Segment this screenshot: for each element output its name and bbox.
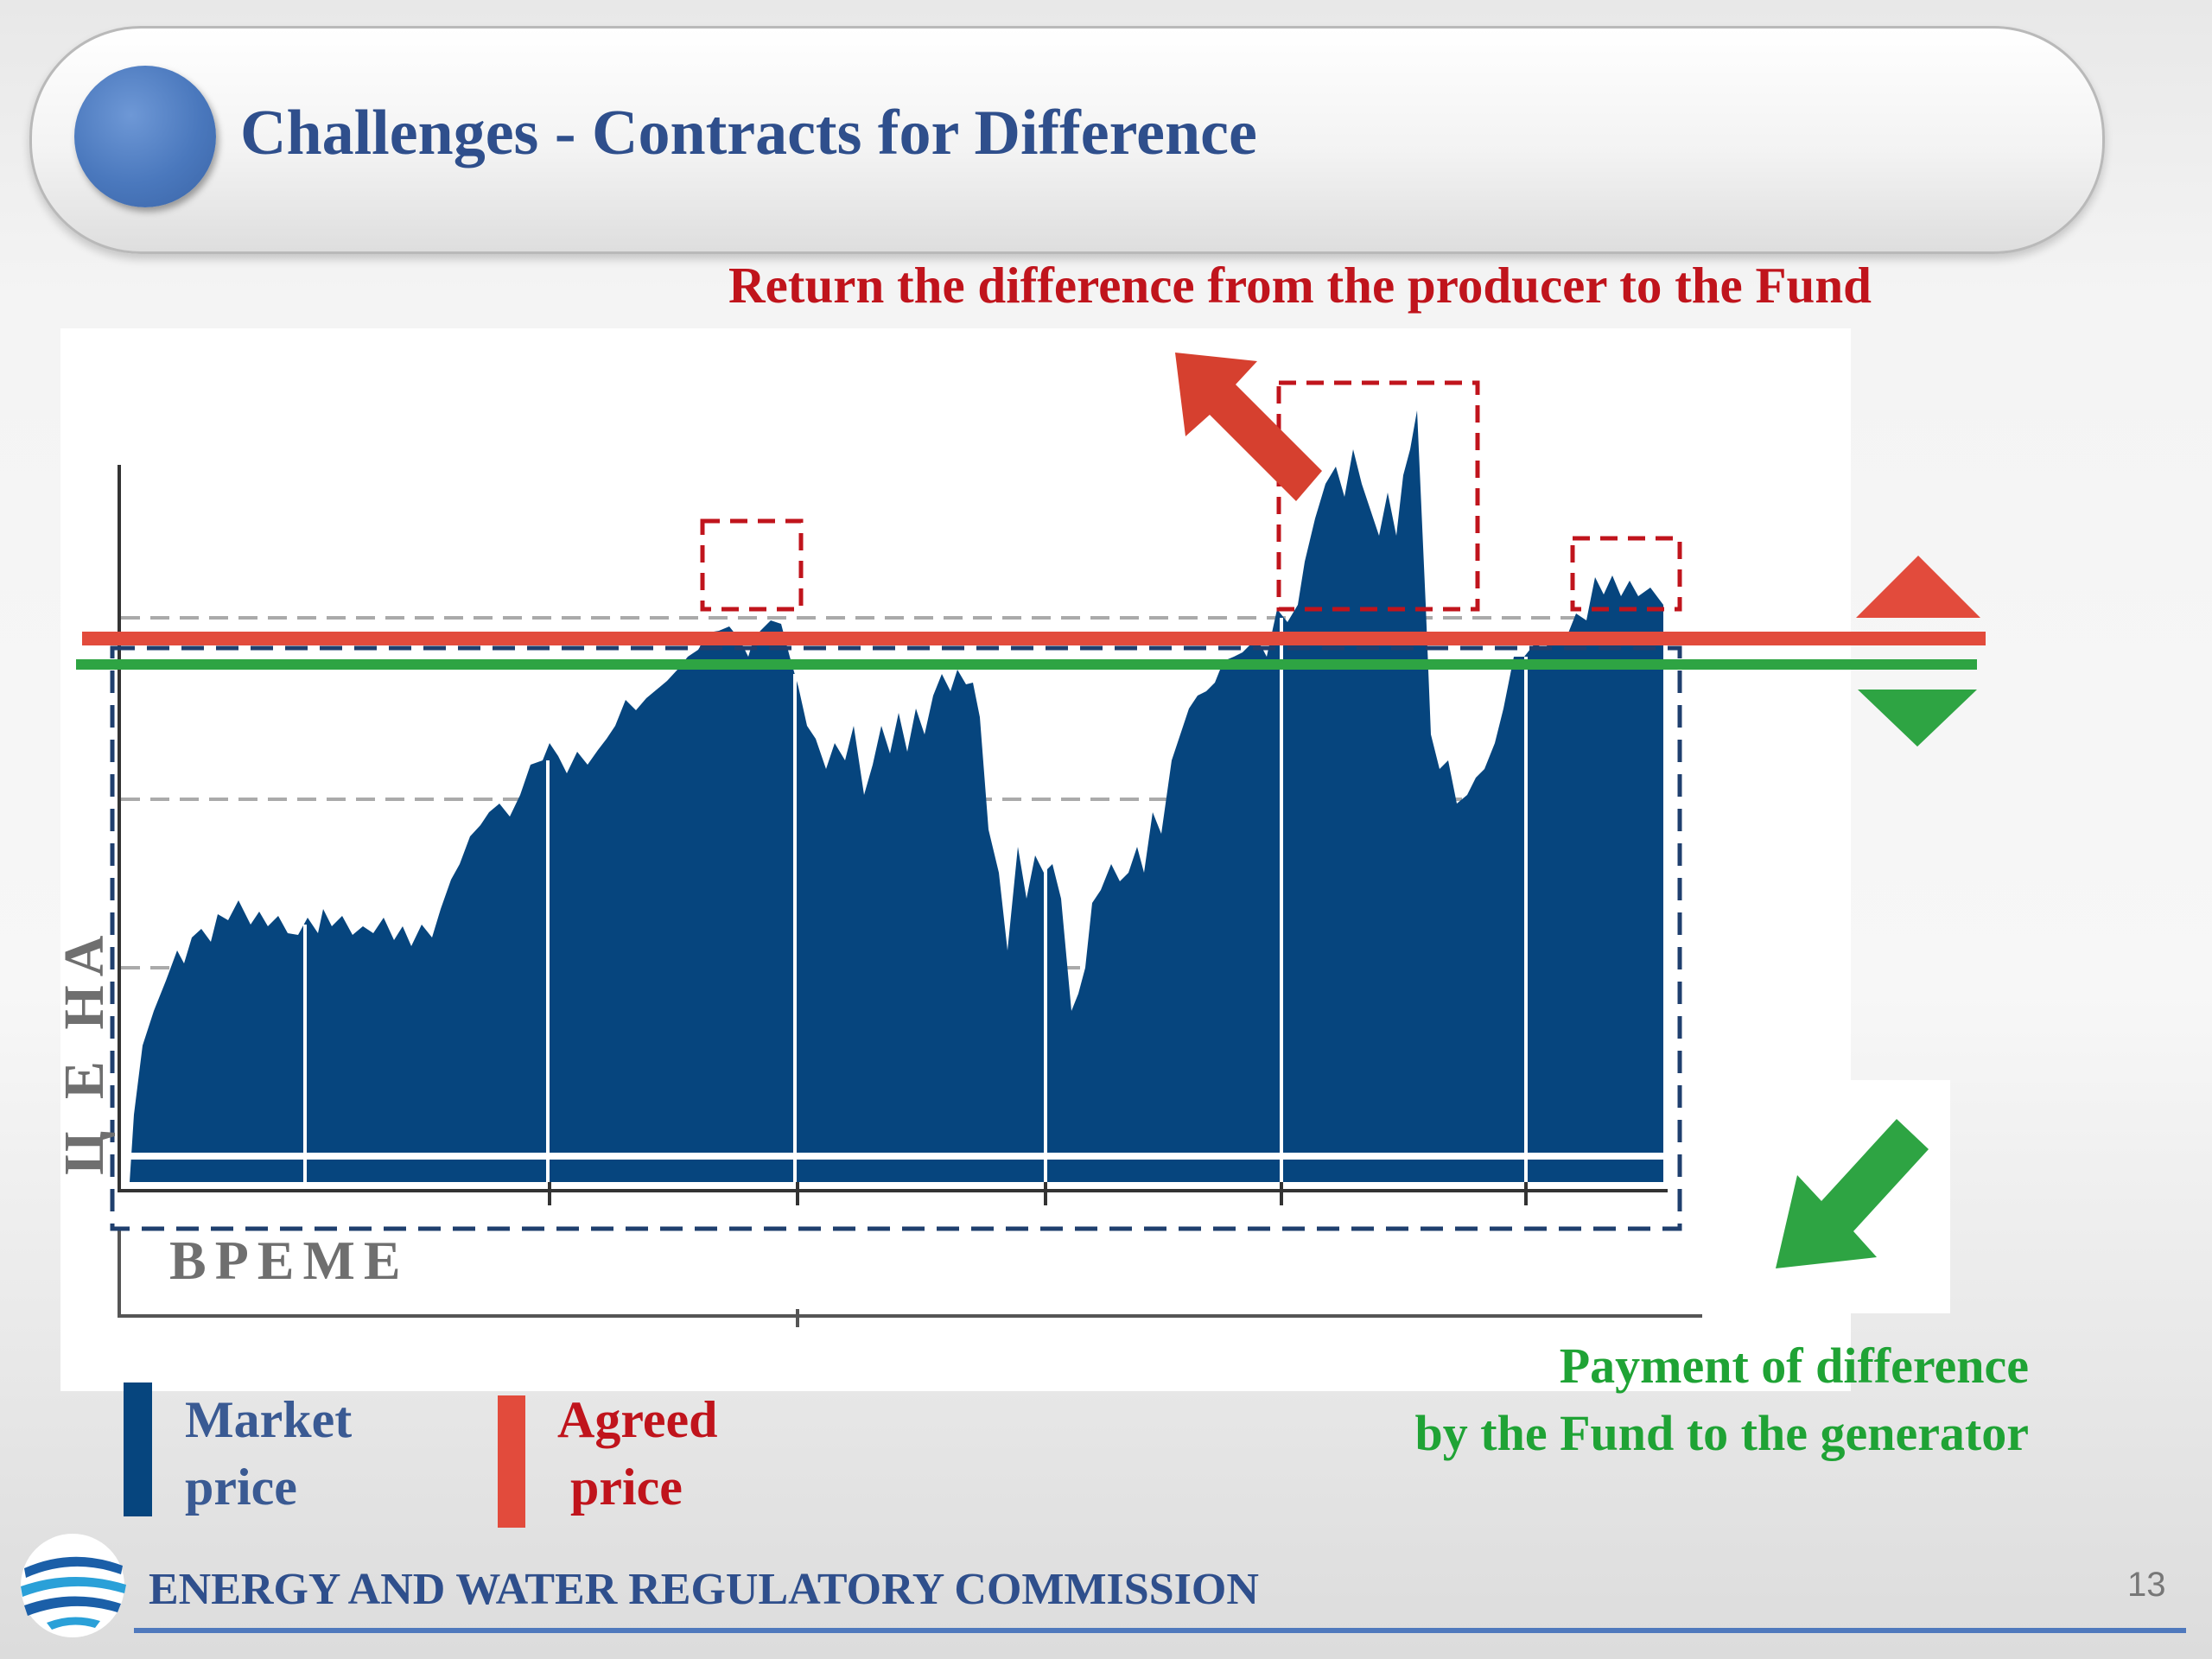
callout-bottom-line2: by the Fund to the generator	[1414, 1405, 2029, 1461]
agreed-price-line	[82, 632, 1986, 645]
legend-market-label: Market price	[185, 1386, 352, 1521]
callout-payment-difference: Payment of difference by the Fund to the…	[1415, 1332, 2029, 1467]
up-triangle-icon	[1856, 556, 1980, 618]
legend-agreed-line2: price	[557, 1459, 683, 1516]
x-axis-label: ВРЕМЕ	[169, 1230, 410, 1291]
footer-divider	[134, 1628, 2186, 1633]
callout-bottom-line1: Payment of difference	[1559, 1338, 2029, 1394]
market-reference-line	[76, 659, 1977, 670]
y-axis-label: Ц Е НА	[53, 926, 116, 1175]
legend-agreed-label: Agreed price	[557, 1386, 718, 1521]
callout-return-difference: Return the difference from the producer …	[728, 257, 1872, 314]
title-bar	[29, 26, 2105, 254]
legend-agreed-line1: Agreed	[557, 1391, 718, 1448]
legend-market-line1: Market	[185, 1391, 353, 1448]
title-circle-icon	[74, 66, 216, 207]
market-price-area	[130, 410, 1663, 1182]
difference-box-1	[700, 518, 804, 612]
baseline-band	[121, 1153, 1663, 1160]
slide-title: Challenges - Contracts for Difference	[240, 98, 1257, 168]
legend-agreed-swatch	[498, 1395, 525, 1528]
x-axis-ticks	[548, 1182, 1528, 1205]
legend-market-line2: price	[185, 1459, 297, 1516]
legend-market-swatch	[124, 1382, 152, 1516]
difference-box-2	[1276, 380, 1480, 612]
commission-logo-icon	[21, 1534, 126, 1637]
difference-box-3	[1570, 536, 1682, 612]
footer-organization: ENERGY AND WATER REGULATORY COMMISSION	[149, 1565, 1259, 1614]
up-left-arrow-icon	[1175, 353, 1322, 501]
page-number: 13	[2127, 1566, 2166, 1604]
down-left-arrow-icon	[1776, 1119, 1929, 1268]
down-triangle-icon	[1858, 690, 1977, 747]
